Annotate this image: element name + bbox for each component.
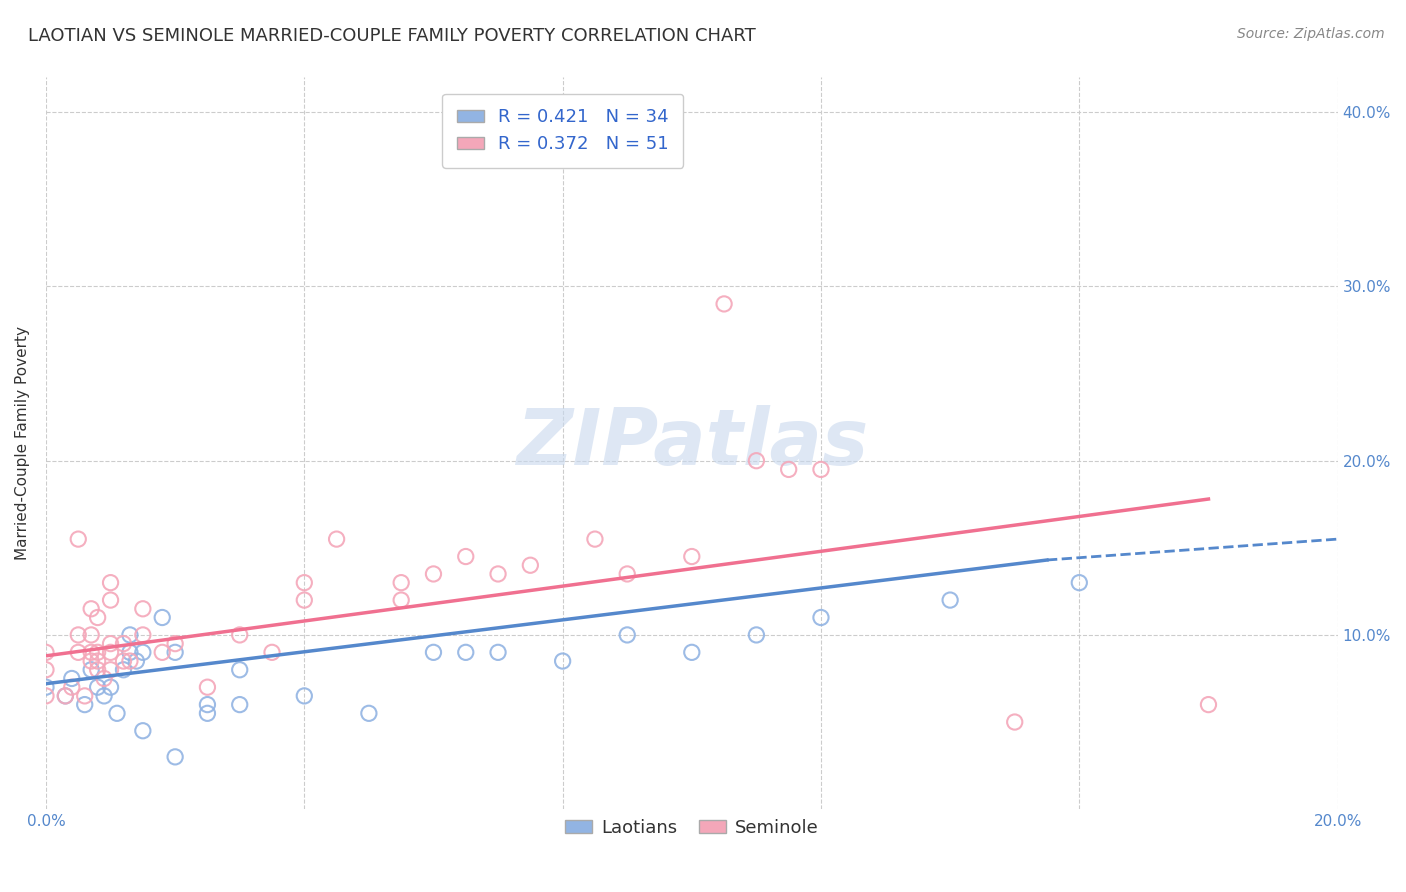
Point: [125, 654, 148, 668]
Point: [292, 689, 315, 703]
Text: LAOTIAN VS SEMINOLE MARRIED-COUPLE FAMILY POVERTY CORRELATION CHART: LAOTIAN VS SEMINOLE MARRIED-COUPLE FAMIL…: [28, 27, 756, 45]
Point: [150, 610, 173, 624]
Point: [112, 663, 135, 677]
Point: [35, 663, 58, 677]
Legend: Laotians, Seminole: Laotians, Seminole: [558, 812, 825, 844]
Point: [745, 628, 768, 642]
Point: [583, 532, 606, 546]
Point: [422, 645, 444, 659]
Point: [228, 628, 250, 642]
Point: [357, 706, 380, 721]
Text: ZIPatlas: ZIPatlas: [516, 405, 868, 482]
Point: [86, 645, 108, 659]
Point: [100, 663, 122, 677]
Point: [86, 610, 108, 624]
Point: [53, 689, 76, 703]
Point: [778, 462, 800, 476]
Point: [112, 637, 135, 651]
Point: [100, 645, 122, 659]
Y-axis label: Married-Couple Family Poverty: Married-Couple Family Poverty: [15, 326, 30, 560]
Point: [292, 575, 315, 590]
Point: [73, 689, 96, 703]
Point: [681, 549, 703, 564]
Point: [53, 689, 76, 703]
Point: [713, 297, 735, 311]
Point: [132, 645, 155, 659]
Point: [325, 532, 347, 546]
Point: [93, 672, 115, 686]
Point: [745, 453, 768, 467]
Point: [486, 566, 509, 581]
Point: [197, 680, 219, 694]
Point: [165, 637, 187, 651]
Point: [100, 575, 122, 590]
Point: [105, 706, 128, 721]
Point: [132, 628, 155, 642]
Point: [197, 706, 219, 721]
Point: [197, 698, 219, 712]
Point: [454, 645, 477, 659]
Point: [132, 723, 155, 738]
Point: [1004, 714, 1026, 729]
Point: [35, 689, 58, 703]
Point: [810, 610, 832, 624]
Point: [519, 558, 541, 573]
Point: [228, 698, 250, 712]
Point: [1069, 575, 1091, 590]
Point: [80, 628, 103, 642]
Point: [165, 645, 187, 659]
Point: [73, 698, 96, 712]
Point: [118, 628, 141, 642]
Point: [100, 637, 122, 651]
Point: [80, 654, 103, 668]
Point: [616, 566, 638, 581]
Point: [86, 654, 108, 668]
Point: [681, 645, 703, 659]
Point: [292, 593, 315, 607]
Point: [118, 654, 141, 668]
Point: [112, 654, 135, 668]
Point: [86, 663, 108, 677]
Point: [80, 645, 103, 659]
Point: [939, 593, 962, 607]
Point: [100, 680, 122, 694]
Point: [132, 602, 155, 616]
Point: [422, 566, 444, 581]
Point: [454, 549, 477, 564]
Point: [80, 602, 103, 616]
Point: [810, 462, 832, 476]
Point: [150, 645, 173, 659]
Point: [1198, 698, 1220, 712]
Point: [551, 654, 574, 668]
Point: [60, 672, 83, 686]
Point: [80, 663, 103, 677]
Point: [260, 645, 283, 659]
Point: [616, 628, 638, 642]
Point: [389, 575, 412, 590]
Point: [118, 645, 141, 659]
Point: [67, 628, 90, 642]
Point: [100, 593, 122, 607]
Point: [35, 680, 58, 694]
Point: [67, 532, 90, 546]
Point: [86, 680, 108, 694]
Point: [389, 593, 412, 607]
Point: [35, 645, 58, 659]
Point: [165, 750, 187, 764]
Text: Source: ZipAtlas.com: Source: ZipAtlas.com: [1237, 27, 1385, 41]
Point: [93, 689, 115, 703]
Point: [67, 645, 90, 659]
Point: [60, 680, 83, 694]
Point: [486, 645, 509, 659]
Point: [228, 663, 250, 677]
